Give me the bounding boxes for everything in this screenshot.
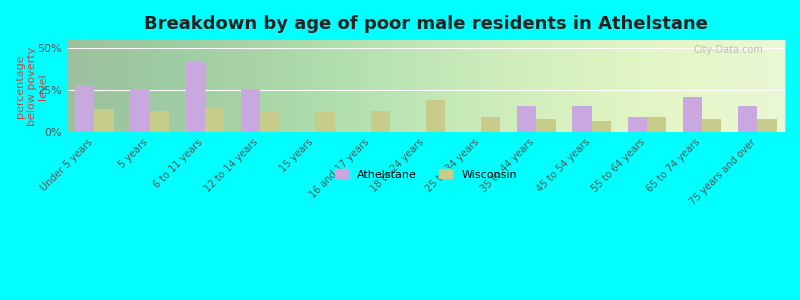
Bar xyxy=(241,89,260,132)
Bar xyxy=(536,119,556,132)
Bar xyxy=(592,121,611,132)
Bar xyxy=(94,109,114,132)
Bar xyxy=(205,107,224,132)
Title: Breakdown by age of poor male residents in Athelstane: Breakdown by age of poor male residents … xyxy=(144,15,708,33)
Bar xyxy=(627,117,647,132)
Bar xyxy=(738,106,758,132)
Bar xyxy=(426,100,446,132)
Bar xyxy=(572,106,592,132)
Bar xyxy=(130,90,150,132)
Y-axis label: percentage
below poverty
level: percentage below poverty level xyxy=(15,46,48,126)
Bar xyxy=(682,97,702,132)
Bar xyxy=(186,62,205,132)
Bar xyxy=(481,117,501,132)
Bar xyxy=(758,119,777,132)
Legend: Athelstane, Wisconsin: Athelstane, Wisconsin xyxy=(330,165,522,184)
Bar xyxy=(315,112,334,132)
Bar xyxy=(150,110,169,132)
Bar xyxy=(75,85,94,132)
Bar xyxy=(260,110,279,132)
Bar xyxy=(517,106,536,132)
Bar xyxy=(702,119,722,132)
Text: City-Data.com: City-Data.com xyxy=(694,45,763,55)
Bar xyxy=(647,117,666,132)
Bar xyxy=(370,110,390,132)
